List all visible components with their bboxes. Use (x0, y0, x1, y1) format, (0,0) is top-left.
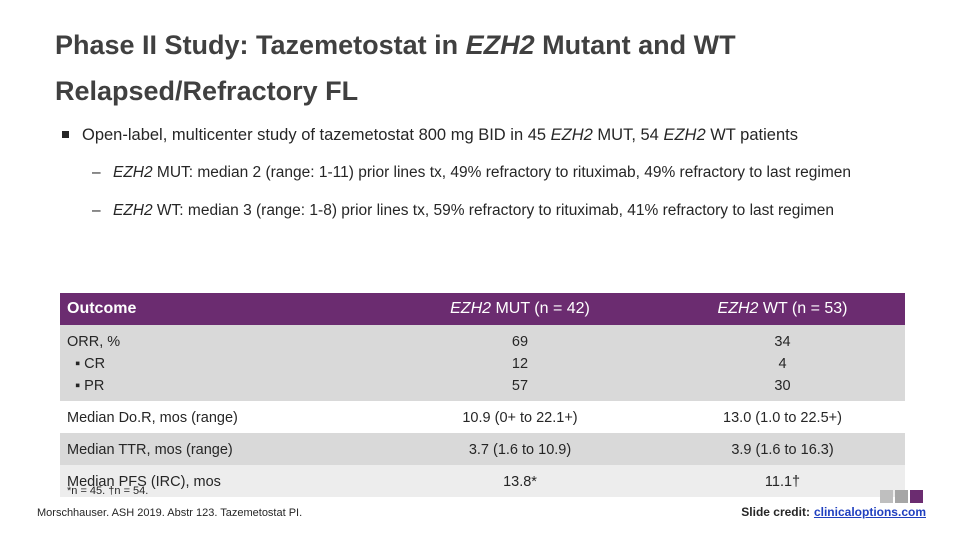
text-run: Mutant and WT Relapsed/Refractory FL (55, 30, 736, 106)
value: 4 (778, 356, 787, 372)
value-cell: 3.7 (1.6 to 10.9) (380, 439, 660, 461)
value: 69 (511, 334, 529, 350)
text-run: EZH2 (663, 126, 706, 144)
table-row: Median TTR, mos (range) 3.7 (1.6 to 10.9)… (60, 433, 905, 465)
text-run: MUT (n = 42) (491, 300, 590, 317)
logo-block (880, 490, 893, 503)
value: 12 (511, 356, 529, 372)
value-cell: 69 12 57 (380, 331, 660, 397)
text-run: WT (n = 53) (758, 300, 848, 317)
row-label: Median Do.R, mos (range) (60, 407, 380, 429)
logo-block (910, 490, 923, 503)
text-run: EZH2 (465, 30, 535, 60)
header-cell: EZH2 WT (n = 53) (660, 300, 905, 318)
value: 30 (774, 378, 791, 394)
value: 13.0 (1.0 to 22.5+) (723, 410, 842, 426)
row-label: Median PFS (IRC), mos (60, 471, 380, 493)
text-run: WT patients (705, 126, 798, 144)
header-cell: EZH2 MUT (n = 42) (380, 300, 660, 318)
bullet: Open-label, multicenter study of tazemet… (62, 124, 912, 146)
value: 57 (511, 378, 529, 394)
row-label: ORR, % CRPR (60, 331, 380, 397)
text-run: WT: median 3 (range: 1-8) prior lines tx… (152, 202, 835, 219)
credit-link[interactable]: clinicaloptions.com (813, 505, 926, 519)
bullets: Open-label, multicenter study of tazemet… (62, 124, 912, 222)
table-row: ORR, % CRPR 69 12 57 34 4 30 (60, 325, 905, 401)
label: ORR, % (67, 334, 121, 350)
title: Phase II Study: Tazemetostat in EZH2 Mut… (55, 22, 915, 114)
slide-credit: Slide credit: clinicaloptions.com (741, 505, 926, 519)
value: 10.9 (0+ to 22.1+) (462, 410, 578, 426)
value-cell: 13.8* (380, 471, 660, 493)
text-run: EZH2 (450, 300, 492, 317)
row-label: Median TTR, mos (range) (60, 439, 380, 461)
text-run: Open-label, multicenter study of tazemet… (82, 126, 551, 144)
value-cell: 13.0 (1.0 to 22.5+) (660, 407, 905, 429)
table: Outcome EZH2 MUT (n = 42) EZH2 WT (n = 53)… (60, 293, 905, 497)
value-cell: 34 4 30 (660, 331, 905, 397)
credit-label: Slide credit: (741, 505, 810, 519)
label: Median TTR, mos (range) (67, 442, 233, 458)
value: 11.1† (764, 474, 801, 490)
value: 34 (774, 334, 791, 350)
text-run: Phase II Study: Tazemetostat in (55, 30, 466, 60)
text-run: MUT: median 2 (range: 1-11) prior lines … (152, 164, 851, 181)
value-cell: 3.9 (1.6 to 16.3) (660, 439, 905, 461)
value-cell: 10.9 (0+ to 22.1+) (380, 407, 660, 429)
sub-bullet: EZH2 MUT: median 2 (range: 1-11) prior l… (92, 162, 912, 184)
table-row: Median PFS (IRC), mos 13.8* 11.1† (60, 465, 905, 497)
sub-label: PR (67, 375, 380, 397)
text-run: Outcome (67, 300, 137, 317)
text-run: EZH2 (113, 164, 153, 181)
text-run: EZH2 (550, 126, 593, 144)
sub-bullet: EZH2 WT: median 3 (range: 1-8) prior lin… (92, 200, 912, 222)
label: Median Do.R, mos (range) (67, 410, 238, 426)
header-cell: Outcome (60, 300, 380, 318)
text-run: EZH2 (113, 202, 153, 219)
value: 3.9 (1.6 to 16.3) (731, 442, 834, 458)
logo-block (895, 490, 908, 503)
value: 3.7 (1.6 to 10.9) (468, 442, 572, 458)
label: Median PFS (IRC), mos (67, 474, 221, 490)
table-header: Outcome EZH2 MUT (n = 42) EZH2 WT (n = 53) (60, 293, 905, 325)
table-row: Median Do.R, mos (range) 10.9 (0+ to 22.1… (60, 401, 905, 433)
text-run: MUT, 54 (592, 126, 664, 144)
text-run: EZH2 (717, 300, 759, 317)
sub-label: CR (67, 353, 380, 375)
footnote: *n = 45. †n = 54. (67, 485, 149, 497)
value: 13.8* (503, 474, 537, 490)
value-cell: 11.1† (660, 471, 905, 493)
reference: Morschhauser. ASH 2019. Abstr 123. Tazem… (37, 507, 303, 519)
